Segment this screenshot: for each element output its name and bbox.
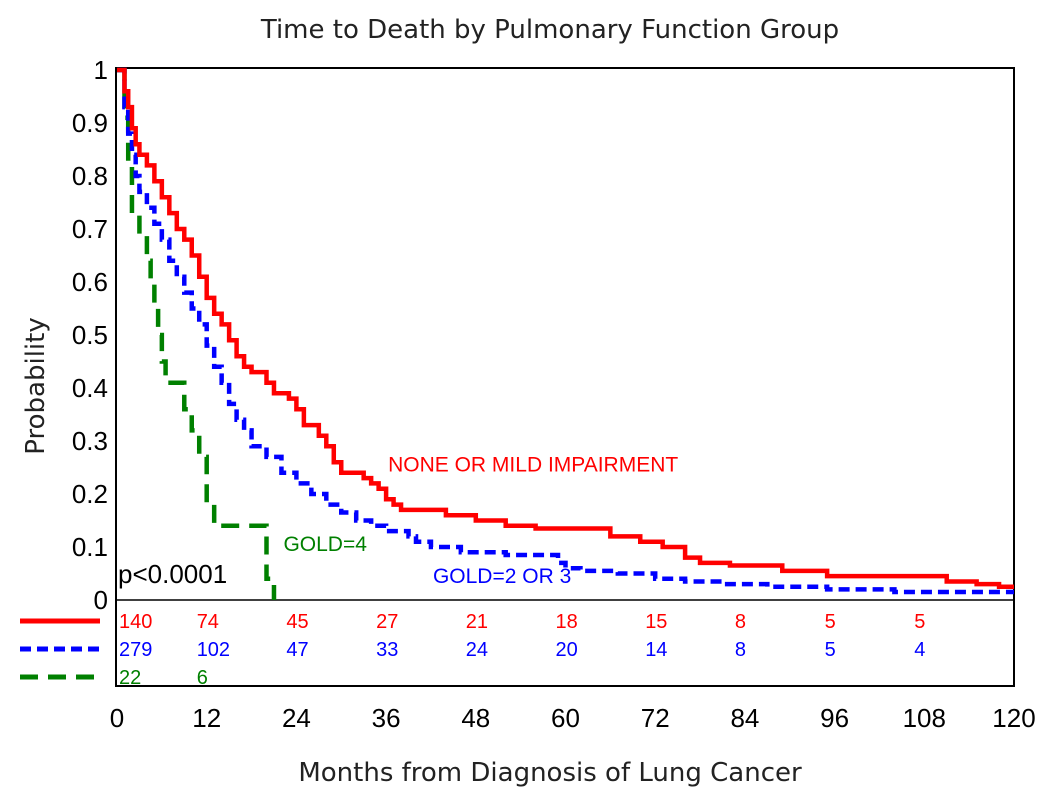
x-tick-label: 12: [192, 703, 221, 733]
at-risk-count: 8: [735, 611, 746, 633]
y-tick-label: 0.6: [72, 267, 108, 297]
at-risk-count: 4: [914, 639, 925, 661]
y-tick-labels: 0 0.1 0.2 0.3 0.4 0.5 0.6 0.7 0.8 0.9 1: [72, 55, 108, 615]
at-risk-count: 24: [466, 639, 488, 661]
x-tick-label: 36: [372, 703, 401, 733]
x-tick-label: 0: [110, 703, 124, 733]
y-tick-label: 0.8: [72, 161, 108, 191]
at-risk-count: 279: [119, 639, 152, 661]
survival-curve-gold-2-or-3: [117, 67, 1014, 595]
at-risk-count: 18: [556, 611, 578, 633]
at-risk-count: 20: [556, 639, 578, 661]
at-risk-count: 102: [197, 639, 230, 661]
at-risk-count: 5: [825, 639, 836, 661]
y-tick-label: 0.2: [72, 479, 108, 509]
y-tick-label: 0.4: [72, 373, 108, 403]
x-tick-label: 48: [461, 703, 490, 733]
survival-curves: [117, 67, 1014, 600]
x-tick-label: 24: [282, 703, 311, 733]
at-risk-count: 15: [645, 611, 667, 633]
y-tick-label: 0.9: [72, 108, 108, 138]
x-tick-label: 60: [551, 703, 580, 733]
at-risk-count: 22: [119, 667, 141, 689]
at-risk-count: 140: [119, 611, 152, 633]
y-tick-label: 0.1: [72, 532, 108, 562]
y-tick-label: 1: [94, 55, 108, 85]
at-risk-count: 6: [197, 667, 208, 689]
y-tick-label: 0.3: [72, 426, 108, 456]
y-tick-label: 0.5: [72, 320, 108, 350]
survival-curve-none-or-mild-impairment: [117, 67, 1014, 589]
at-risk-count: 14: [645, 639, 667, 661]
survival-curve-gold-4: [117, 67, 277, 600]
at-risk-count: 8: [735, 639, 746, 661]
x-tick-label: 96: [820, 703, 849, 733]
at-risk-table: 140 74 45 27 21 18 15 8 5 5 279 102 47 33 24 20 14 8 5 4 22 6: [20, 611, 925, 689]
at-risk-count: 74: [197, 611, 219, 633]
at-risk-count: 33: [376, 639, 398, 661]
plot-frame: [115, 67, 1015, 687]
x-tick-label: 108: [903, 703, 946, 733]
x-tick-labels: 0 12 24 36 48 60 72 84 96 108 120: [110, 703, 1036, 733]
chart-title: Time to Death by Pulmonary Function Grou…: [260, 15, 839, 45]
at-risk-count: 47: [286, 639, 308, 661]
x-tick-label: 84: [730, 703, 759, 733]
y-axis-label: Probability: [21, 317, 51, 454]
at-risk-count: 27: [376, 611, 398, 633]
series-label: GOLD=2 OR 3: [433, 565, 571, 588]
series-label: NONE OR MILD IMPAIRMENT: [388, 453, 678, 476]
x-tick-label: 72: [641, 703, 670, 733]
p-value-label: p<0.0001: [118, 559, 227, 589]
series-labels: NONE OR MILD IMPAIRMENT GOLD=2 OR 3 GOLD=4: [283, 453, 678, 587]
at-risk-count: 21: [466, 611, 488, 633]
y-tick-label: 0.7: [72, 214, 108, 244]
x-tick-label: 120: [992, 703, 1035, 733]
at-risk-count: 5: [914, 611, 925, 633]
at-risk-count: 45: [286, 611, 308, 633]
at-risk-count: 5: [825, 611, 836, 633]
series-label: GOLD=4: [283, 533, 367, 556]
y-tick-label: 0: [94, 585, 108, 615]
x-axis-label: Months from Diagnosis of Lung Cancer: [298, 758, 802, 788]
